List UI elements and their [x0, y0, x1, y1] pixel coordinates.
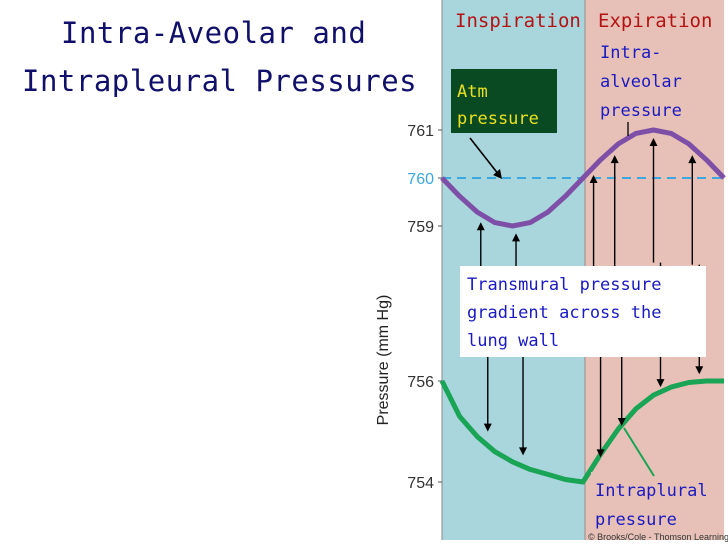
intra-alveolar-pressure-line	[440, 127, 726, 229]
intrapleural-label-bg	[591, 472, 721, 534]
pleural-pointer-line	[623, 427, 655, 477]
transmural-arrowhead-down-3	[617, 418, 626, 427]
transmural-arrowhead-up-4	[649, 138, 658, 146]
intrapleural-label: Intraplural pressure	[595, 481, 718, 530]
y-tick-label-759: 759	[407, 219, 434, 236]
y-tick-label-756: 756	[407, 374, 434, 391]
y-tick-label-761: 761	[407, 123, 434, 140]
transmural-arrowhead-down-4	[656, 379, 665, 388]
transmural-box	[460, 266, 706, 357]
transmural-arrowhead-down-2	[596, 449, 605, 458]
inspiration-label: Inspiration	[455, 10, 581, 32]
transmural-arrowhead-up-2	[589, 175, 598, 184]
expiration-label: Expiration	[598, 10, 712, 32]
intrapleural-pressure-line	[439, 378, 724, 485]
intra-alveolar-label: Intra- alveolar pressure	[600, 43, 692, 121]
transmural-arrowhead-up-5	[688, 155, 697, 164]
inspiration-header	[446, 4, 583, 35]
y-axis-label: Pressure (mm Hg)	[375, 295, 392, 426]
transmural-arrowhead-up-0	[476, 222, 485, 231]
credit-text: © Brooks/Cole - Thomson Learning	[588, 532, 728, 542]
atm-pressure-box	[451, 69, 557, 133]
y-tick-label-760: 760	[407, 171, 434, 188]
transmural-arrowhead-down-1	[519, 447, 528, 456]
y-tick-label-754: 754	[407, 475, 434, 492]
transmural-label: Transmural pressure gradient across the …	[467, 275, 672, 351]
atm-pointer-line	[469, 137, 500, 176]
transmural-arrowhead-down-0	[483, 423, 492, 432]
transmural-arrowhead-up-1	[512, 233, 521, 242]
atm-pointer-head	[493, 169, 502, 179]
expiration-header	[586, 4, 724, 35]
transmural-arrowhead-down-5	[695, 366, 704, 375]
atm-pressure-label: Atm pressure	[457, 82, 539, 129]
title-line-1: Intra-Aveolar and	[61, 16, 367, 50]
y-tick-labels: 754 756 759 760 761	[407, 123, 442, 492]
title-line-2: Intrapleural Pressures	[22, 64, 418, 98]
transmural-arrowhead-up-3	[610, 155, 619, 164]
